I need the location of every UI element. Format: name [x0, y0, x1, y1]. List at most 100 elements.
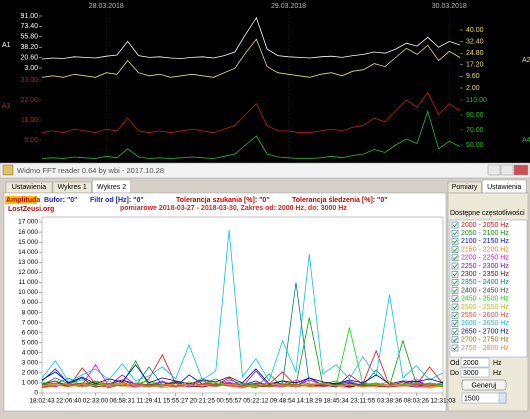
- y-tick-label: 90.00: [466, 112, 484, 119]
- x-tick-label: 02:33:00: [83, 398, 109, 405]
- legend-checkbox[interactable]: [451, 221, 459, 229]
- to-input[interactable]: [460, 367, 490, 378]
- y-tick-label: 20.60: [20, 54, 38, 61]
- legend-check: [452, 223, 458, 228]
- legend-checkbox[interactable]: [451, 344, 459, 352]
- legend-check: [452, 280, 458, 285]
- y-tick-label: 33.00: [20, 77, 38, 84]
- generate-button[interactable]: [461, 379, 507, 391]
- legend-checkbox[interactable]: [451, 328, 459, 335]
- legend-checkbox[interactable]: [451, 311, 459, 319]
- y-tick-label: 17.20: [466, 62, 484, 69]
- y-tick-label: 55.80: [20, 34, 38, 41]
- series-line: [41, 364, 444, 385]
- list-title: Dostępne częstotliwości: [450, 210, 525, 217]
- y-tick-label: 13 000: [18, 259, 38, 266]
- legend-check: [452, 321, 458, 326]
- from-label: Od: [450, 360, 459, 367]
- y-tick-label: 2.00: [466, 85, 480, 92]
- y-tick-label: 22.00: [20, 97, 38, 104]
- x-tick-label: 18:45:34: [323, 398, 349, 405]
- x-tick-label: 12:31:03: [430, 398, 456, 405]
- legend-checkbox[interactable]: [451, 336, 459, 344]
- legend-checkbox[interactable]: [451, 254, 459, 262]
- series-line: [41, 230, 444, 383]
- y-tick-label: 11 000: [19, 279, 39, 286]
- y-tick-label: 0.00: [24, 137, 38, 144]
- tab-label: Wykres 1: [58, 184, 87, 191]
- x-tick-label: 23:11:55: [350, 398, 375, 405]
- x-tick-label: 14:18:29: [297, 398, 323, 405]
- legend-entry: 2000 - 2050 Hz: [461, 222, 509, 229]
- x-tick-label: 00:55:57: [216, 398, 242, 405]
- y-tick-label: 24.80: [466, 50, 484, 57]
- legend-check: [452, 272, 458, 277]
- from-input[interactable]: [460, 357, 490, 368]
- x-tick-label: 06:58:31: [110, 398, 136, 405]
- x-tick-label: 09:48:54: [270, 398, 296, 405]
- legend-entry: 2450 - 2500 Hz: [461, 296, 509, 303]
- axis-name: A3: [2, 103, 11, 110]
- app-icon: [2, 164, 14, 176]
- y-tick-label: 15 000: [18, 239, 38, 246]
- legend-checkbox[interactable]: [451, 320, 459, 327]
- track-tolerance: Tolerancja śledzenia [%]: "0": [292, 197, 388, 204]
- y-tick-label: 73.40: [20, 23, 38, 30]
- top-panel: [0, 0, 530, 163]
- legend-checkbox[interactable]: [451, 262, 459, 270]
- y-tick-label: 14 000: [18, 249, 38, 256]
- y-tick-label: 9 000: [22, 299, 39, 306]
- date-label: 30.03.2018: [432, 3, 467, 10]
- legend-checkbox[interactable]: [451, 279, 459, 286]
- maximize-button[interactable]: [500, 164, 514, 176]
- to-label: Do: [450, 370, 459, 377]
- y-tick-label: 4 000: [22, 349, 39, 356]
- amplitude-badge: [5, 196, 37, 204]
- buffer-label: Bufor: "0": [44, 197, 77, 204]
- legend-checkbox[interactable]: [451, 229, 459, 237]
- legend-checkbox[interactable]: [451, 270, 459, 278]
- frequency-list: [449, 219, 528, 358]
- legend-checkbox[interactable]: [451, 303, 459, 311]
- search-tolerance: Tolerancja szukania [%]: "0": [176, 197, 270, 204]
- chart-subtitle: pomiarowe 2018-03-27 - 2018-03-30, Zakre…: [120, 205, 347, 212]
- legend-entry: 2300 - 2350 Hz: [461, 271, 509, 278]
- site-label: LostZeusi.org: [8, 206, 54, 213]
- minimize-button[interactable]: [487, 164, 501, 176]
- generate-button-label: Generuj: [472, 382, 497, 389]
- y-tick-label: 1 000: [22, 380, 39, 387]
- legend-entry: 2250 - 2300 Hz: [461, 263, 509, 270]
- legend-checkbox[interactable]: [451, 287, 459, 294]
- legend-entry: 2700 - 2750 Hz: [461, 337, 509, 344]
- x-tick-label: 18:02:43: [29, 398, 55, 405]
- y-tick-label: 110.00: [466, 97, 487, 104]
- date-label: 29.03.2018: [271, 3, 306, 10]
- legend-entry: 2200 - 2250 Hz: [461, 255, 509, 262]
- spinner-arrows[interactable]: [498, 392, 507, 404]
- legend-entry: 2050 - 2100 Hz: [461, 230, 509, 237]
- legend-checkbox[interactable]: [451, 238, 459, 245]
- axis-name: A1: [2, 42, 11, 49]
- from-value: 2000: [463, 360, 479, 367]
- window-title: Widmo FFT reader 0.64 by wbi - 2017.10.2…: [17, 166, 164, 175]
- tab-label: Ustawienia: [12, 184, 46, 191]
- legend-entry: 2100 - 2150 Hz: [461, 238, 509, 245]
- to-unit: Hz: [493, 370, 502, 377]
- axis-name: A2: [522, 57, 530, 64]
- series-line: [41, 380, 444, 389]
- y-tick-label: 50.00: [466, 142, 484, 149]
- x-tick-label: 15:55:27: [163, 398, 189, 405]
- legend-entry: 2750 - 2800 Hz: [461, 345, 509, 352]
- legend-check: [452, 239, 458, 244]
- legend-check: [452, 288, 458, 293]
- legend-check: [452, 313, 458, 318]
- legend-checkbox[interactable]: [451, 246, 459, 253]
- close-button[interactable]: [513, 164, 529, 176]
- x-tick-label: 03:38:36: [377, 398, 403, 405]
- y-tick-label: 2 000: [22, 370, 39, 377]
- legend-checkbox[interactable]: [451, 295, 459, 303]
- legend-entry: 2650 - 2700 Hz: [461, 328, 509, 335]
- y-tick-label: 3.00: [24, 65, 38, 72]
